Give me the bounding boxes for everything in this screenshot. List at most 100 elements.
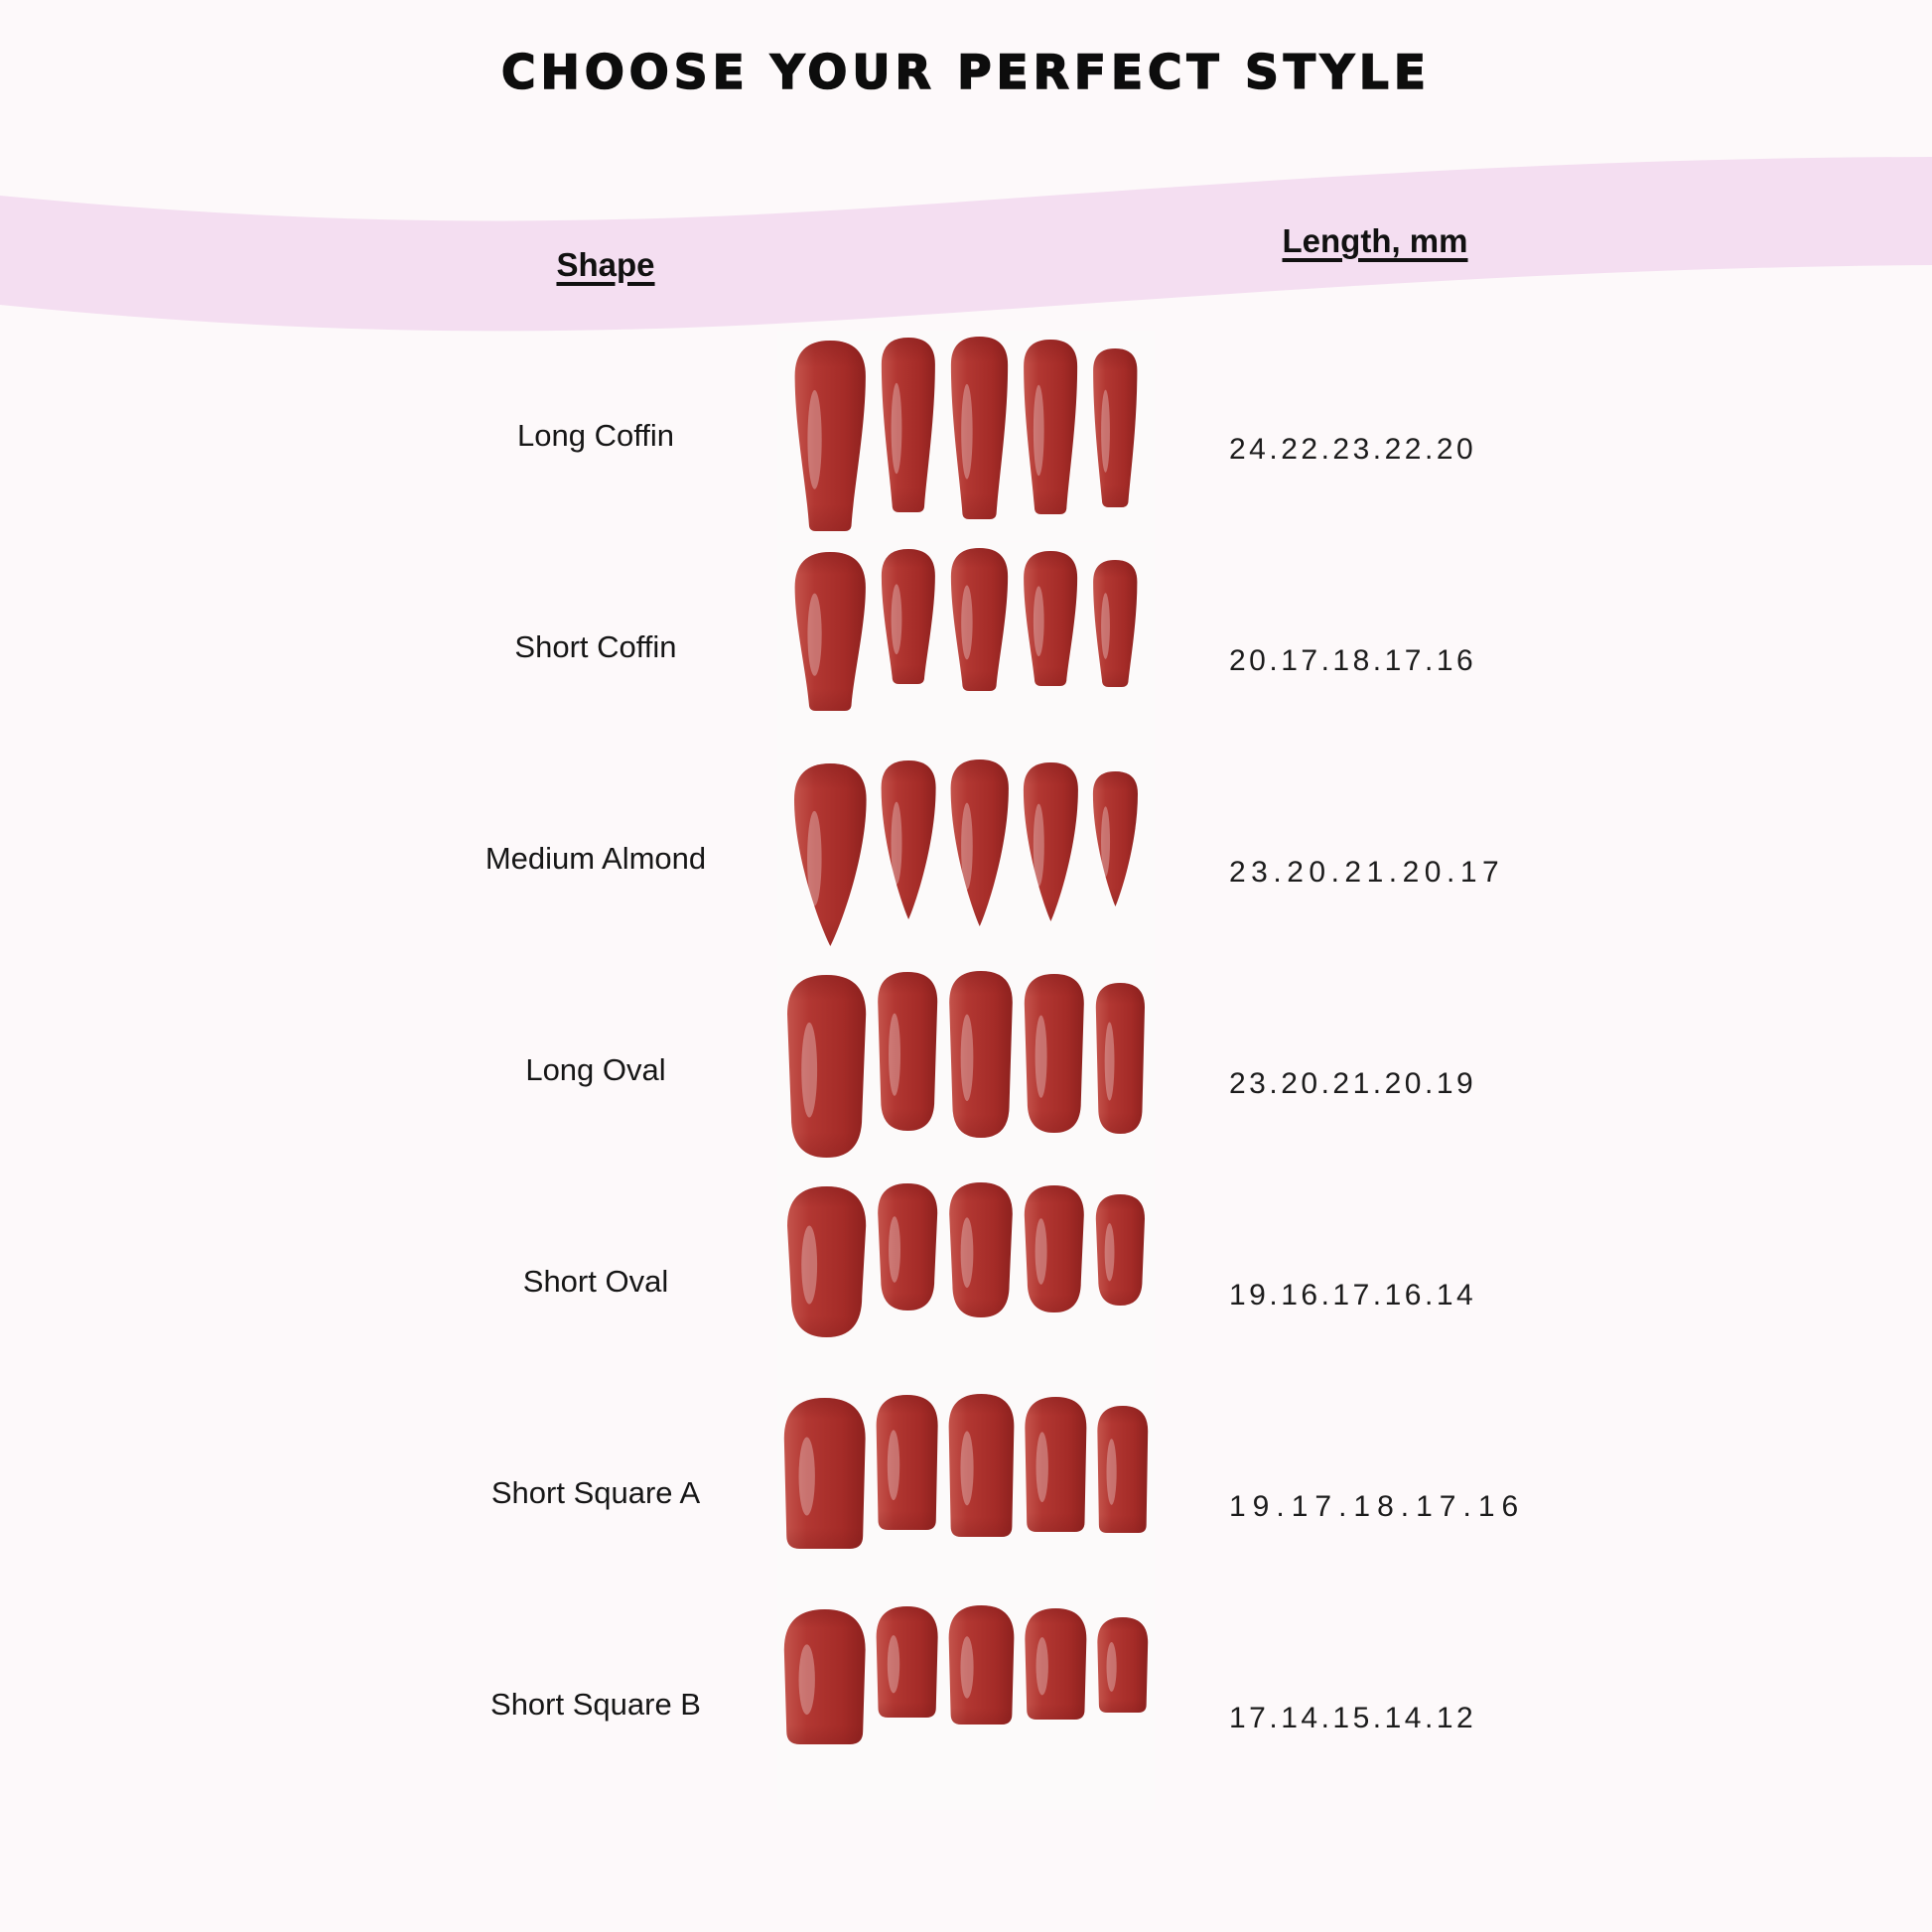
nail-shading xyxy=(881,548,935,684)
nail-sheen xyxy=(1106,1641,1117,1692)
nails-image-long-coffin xyxy=(794,336,1138,531)
nail-shading xyxy=(787,1185,867,1337)
nail-shading xyxy=(949,1181,1013,1317)
nail-sheen xyxy=(889,1013,900,1096)
nail-shading xyxy=(1024,973,1084,1133)
nail-sheen xyxy=(798,1643,815,1715)
size-table: Long Coffin 24.22.23.22.20 Short Coffin … xyxy=(0,330,1932,1810)
length-value: 19.16.17.16.14 xyxy=(1229,1278,1477,1311)
nail-shading xyxy=(1023,761,1078,921)
nails-image-long-oval xyxy=(787,970,1145,1158)
table-row: Long Oval 23.20.21.20.19 xyxy=(0,964,1932,1175)
shape-label: Short Oval xyxy=(522,1263,669,1299)
shape-label: Long Oval xyxy=(525,1051,666,1087)
nail-sheen xyxy=(807,593,822,676)
nail-photo xyxy=(777,541,1155,753)
table-row: Short Coffin 20.17.18.17.16 xyxy=(0,541,1932,753)
nail-sheen xyxy=(961,584,973,659)
nail-shading xyxy=(1025,1396,1087,1532)
nail-sheen xyxy=(891,382,902,474)
nail-sheen xyxy=(891,801,902,885)
nail-shading xyxy=(1093,347,1138,507)
shape-label: Short Square A xyxy=(490,1474,701,1510)
nail-sheen xyxy=(960,1430,974,1505)
length-value: 23.20.21.20.19 xyxy=(1229,1066,1477,1100)
nail-shading xyxy=(878,1182,938,1311)
shape-label: Short Square B xyxy=(490,1686,701,1722)
nail-sheen xyxy=(1101,389,1110,473)
length-value: 17.14.15.14.12 xyxy=(1229,1701,1477,1734)
nail-sheen xyxy=(807,810,822,906)
table-row: Short Square B 17.14.15.14.12 xyxy=(0,1598,1932,1810)
nail-sheen xyxy=(801,1225,818,1305)
nail-shading xyxy=(1095,1193,1145,1306)
nail-sheen xyxy=(960,1216,974,1288)
nail-sheen xyxy=(1035,1217,1047,1285)
nail-sheen xyxy=(960,1635,974,1699)
nail-shading xyxy=(794,340,866,531)
table-row: Long Coffin 24.22.23.22.20 xyxy=(0,330,1932,541)
nail-sheen xyxy=(1035,1431,1048,1502)
nail-shading xyxy=(948,1393,1015,1537)
nail-shading xyxy=(948,1604,1015,1725)
nail-shading xyxy=(1025,1607,1087,1720)
nail-shading xyxy=(1093,559,1138,687)
nail-sheen xyxy=(960,1014,974,1101)
nail-shading xyxy=(794,762,867,946)
nail-photo xyxy=(777,964,1155,1175)
nail-photo xyxy=(777,330,1155,541)
table-row: Short Square A 19.17.18.17.16 xyxy=(0,1387,1932,1598)
nail-sheen xyxy=(887,1634,900,1693)
nail-sheen xyxy=(1033,384,1044,476)
nail-shading xyxy=(1024,550,1078,686)
nail-shading xyxy=(787,974,867,1158)
column-header-length: Length, mm xyxy=(1282,222,1468,259)
nail-sheen xyxy=(1033,803,1044,887)
nail-shading xyxy=(950,336,1009,519)
pink-wave-band xyxy=(0,157,1932,332)
nail-shading xyxy=(1095,982,1145,1134)
shape-label: Medium Almond xyxy=(484,840,707,876)
length-value: 19.17.18.17.16 xyxy=(1229,1489,1526,1523)
nail-sheen xyxy=(1104,1022,1115,1101)
nail-sheen xyxy=(891,583,902,654)
nail-shading xyxy=(1092,770,1138,906)
nail-shading xyxy=(881,759,936,919)
nail-sheen xyxy=(1033,585,1044,656)
nails-image-short-coffin xyxy=(794,547,1138,711)
nail-shading xyxy=(876,1605,938,1718)
nail-sheen xyxy=(1035,1636,1048,1695)
shape-label: Short Coffin xyxy=(514,628,677,664)
nail-sheen xyxy=(807,389,822,489)
nail-shading xyxy=(794,551,866,711)
nails-image-short-oval xyxy=(787,1181,1145,1337)
nail-sheen xyxy=(801,1022,818,1118)
nail-sheen xyxy=(887,1429,900,1500)
page-title: CHOOSE YOUR PERFECT STYLE xyxy=(500,45,1431,101)
nail-sheen xyxy=(1035,1015,1047,1098)
length-value: 20.17.18.17.16 xyxy=(1229,643,1477,677)
nail-shading xyxy=(876,1394,938,1530)
nail-shading xyxy=(878,971,938,1131)
nail-sheen xyxy=(961,383,973,480)
table-row: Medium Almond 23.20.21.20.17 xyxy=(0,753,1932,964)
nail-shading xyxy=(783,1608,866,1744)
nail-photo xyxy=(777,753,1155,964)
nail-photo xyxy=(777,1387,1155,1598)
nails-image-short-square-b xyxy=(783,1604,1149,1744)
nail-sheen xyxy=(889,1215,900,1283)
nail-sheen xyxy=(798,1437,815,1516)
nail-shading xyxy=(950,547,1009,691)
nail-sheen xyxy=(1101,805,1111,877)
nail-sheen xyxy=(1104,1222,1115,1281)
nails-image-short-square-a xyxy=(783,1393,1149,1549)
shape-label: Long Coffin xyxy=(517,417,674,453)
wave-shape xyxy=(0,157,1932,332)
column-header-shape: Shape xyxy=(556,246,655,283)
nail-shading xyxy=(1024,1184,1084,1312)
nail-photo xyxy=(777,1175,1155,1387)
table-row: Short Oval 19.16.17.16.14 xyxy=(0,1175,1932,1387)
nail-shading xyxy=(950,759,1009,926)
nail-shading xyxy=(881,337,935,512)
